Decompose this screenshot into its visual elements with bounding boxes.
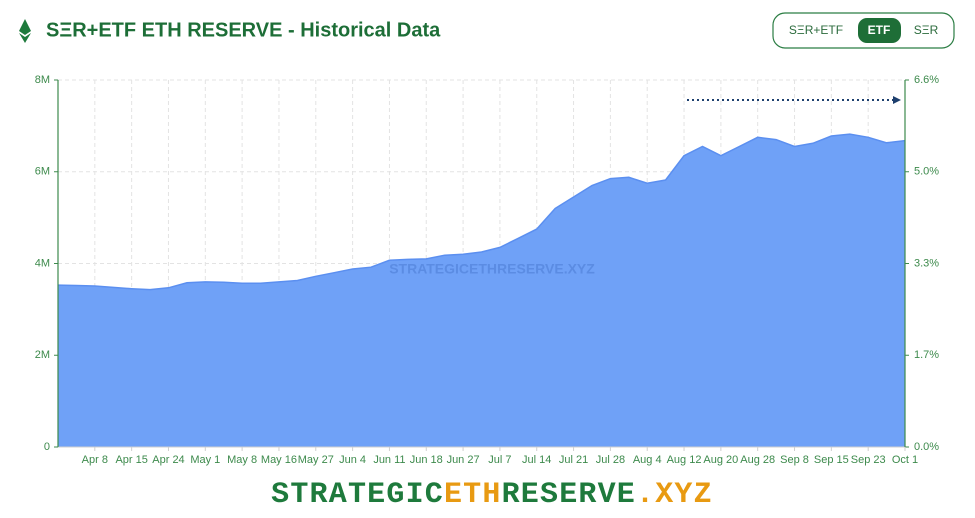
- x-tick-label: Jun 4: [339, 454, 366, 466]
- y-tick-label: 4M: [35, 257, 50, 269]
- toggle-button[interactable]: SΞR: [914, 23, 939, 37]
- x-tick-label: Sep 15: [814, 454, 849, 466]
- x-tick-label: Apr 8: [82, 454, 108, 466]
- toggle-active-bg: [858, 18, 901, 43]
- x-tick-label: Jul 14: [522, 454, 551, 466]
- brand-part: RESERVE: [502, 478, 636, 512]
- x-tick-label: Apr 15: [115, 454, 147, 466]
- area-line: [57, 133, 906, 291]
- x-tick-label: Sep 23: [851, 454, 886, 466]
- brand-part: STRATEGIC: [271, 478, 444, 512]
- y-tick-label: 8M: [35, 74, 50, 86]
- x-tick-label: Jun 11: [373, 454, 405, 466]
- x-tick-label: Jul 7: [488, 454, 511, 466]
- chart-title: SΞR+ETF ETH RESERVE - Historical Data: [46, 19, 441, 41]
- x-tick-label: Sep 8: [780, 454, 809, 466]
- y2-tick-label: 6.6%: [914, 74, 939, 86]
- x-tick-label: Aug 20: [703, 454, 738, 466]
- y2-tick-label: 3.3%: [914, 257, 939, 269]
- x-tick-label: Jul 28: [596, 454, 625, 466]
- x-tick-label: May 1: [190, 454, 220, 466]
- x-tick-label: Aug 28: [740, 454, 775, 466]
- y-tick-label: 2M: [35, 349, 50, 361]
- brand-part: .XYZ: [636, 478, 713, 512]
- x-tick-label: Aug 4: [633, 454, 662, 466]
- y2-tick-label: 0.0%: [914, 441, 939, 453]
- y-tick-label: 0: [44, 441, 50, 453]
- x-tick-label: Aug 12: [667, 454, 702, 466]
- toggle-button[interactable]: ETF: [868, 23, 891, 37]
- x-tick-label: Jul 21: [559, 454, 588, 466]
- x-tick-label: Oct 1: [892, 454, 918, 466]
- y2-tick-label: 5.0%: [914, 166, 939, 178]
- watermark: STRATEGICETHRESERVE.XYZ: [389, 261, 595, 277]
- toggle-button[interactable]: SΞR+ETF: [789, 23, 843, 37]
- brand-part: ETH: [444, 478, 502, 512]
- x-tick-label: Jun 18: [410, 454, 443, 466]
- y2-tick-label: 1.7%: [914, 349, 939, 361]
- x-tick-label: Jun 27: [447, 454, 480, 466]
- x-tick-label: May 16: [261, 454, 297, 466]
- footer-brand: STRATEGICETHRESERVE.XYZ: [271, 478, 713, 512]
- x-tick-label: Apr 24: [152, 454, 184, 466]
- y-tick-label: 6M: [35, 166, 50, 178]
- area-fill: [58, 134, 905, 447]
- x-tick-label: May 8: [227, 454, 257, 466]
- eth-icon: [19, 19, 31, 43]
- arrow-head: [893, 96, 901, 104]
- x-tick-label: May 27: [298, 454, 334, 466]
